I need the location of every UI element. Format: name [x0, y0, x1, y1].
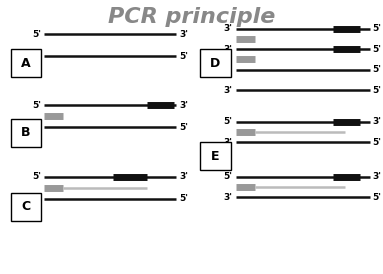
Text: 5': 5' — [224, 172, 232, 181]
FancyBboxPatch shape — [11, 193, 41, 221]
Text: 5': 5' — [373, 86, 381, 95]
Text: 5': 5' — [179, 52, 188, 61]
FancyBboxPatch shape — [200, 49, 231, 77]
Text: 5': 5' — [179, 123, 188, 132]
Text: 5': 5' — [32, 172, 41, 181]
Text: 3': 3' — [224, 65, 232, 74]
Text: 3': 3' — [179, 30, 188, 39]
Text: E: E — [211, 150, 220, 163]
Text: 5': 5' — [373, 45, 381, 54]
FancyBboxPatch shape — [11, 119, 41, 147]
Text: 3': 3' — [224, 45, 232, 54]
Text: 5': 5' — [373, 193, 381, 202]
Text: 5': 5' — [32, 101, 41, 110]
Text: 5': 5' — [373, 138, 381, 147]
Text: PCR principle: PCR principle — [108, 7, 275, 27]
FancyBboxPatch shape — [11, 49, 41, 77]
Text: 3': 3' — [373, 118, 381, 126]
Text: 3': 3' — [179, 101, 188, 110]
Text: 3': 3' — [224, 24, 232, 33]
Text: 3': 3' — [32, 123, 41, 132]
Text: 3': 3' — [224, 193, 232, 202]
Text: 5': 5' — [32, 30, 41, 39]
Text: 5': 5' — [373, 65, 381, 74]
Text: 5': 5' — [373, 24, 381, 33]
Text: 3': 3' — [179, 172, 188, 181]
Text: 3': 3' — [32, 52, 41, 61]
Text: 5': 5' — [179, 194, 188, 203]
Text: A: A — [21, 56, 31, 70]
Text: 3': 3' — [224, 138, 232, 147]
Text: D: D — [210, 56, 221, 70]
Text: 3': 3' — [32, 194, 41, 203]
Text: B: B — [21, 126, 31, 139]
Text: C: C — [21, 200, 30, 213]
Text: 3': 3' — [224, 86, 232, 95]
Text: 5': 5' — [224, 118, 232, 126]
FancyBboxPatch shape — [200, 142, 231, 170]
Text: 3': 3' — [373, 172, 381, 181]
